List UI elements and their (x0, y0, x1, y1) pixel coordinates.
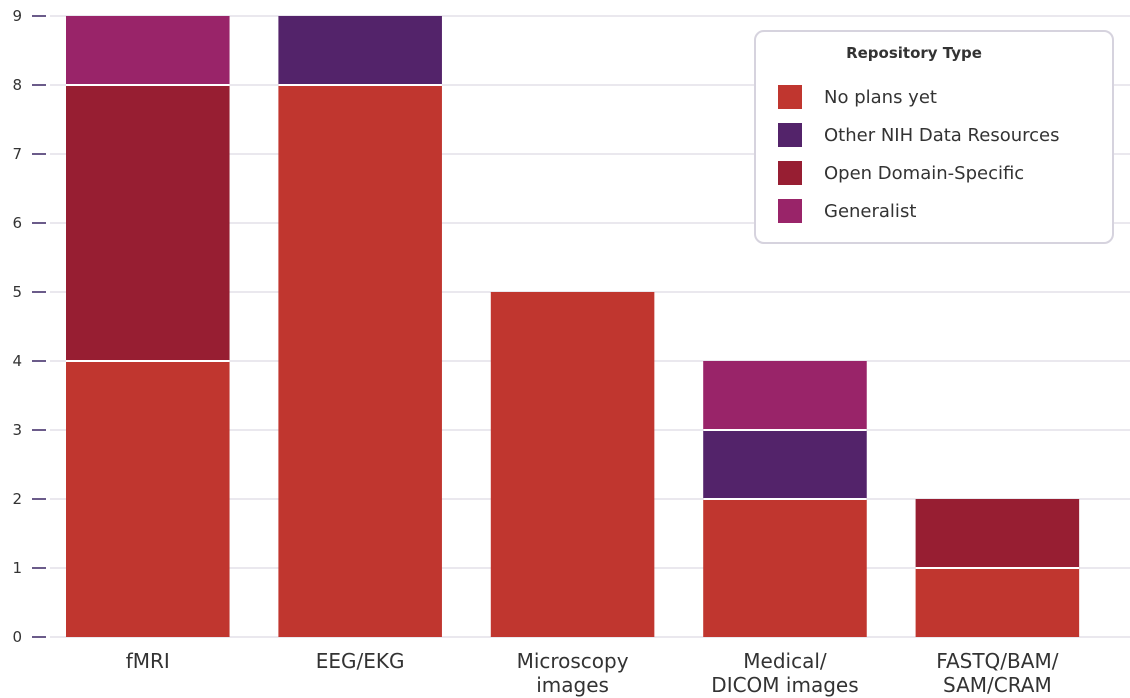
legend-swatch (778, 85, 802, 109)
y-tick-label-9: 9 (12, 7, 22, 25)
legend-swatch (778, 161, 802, 185)
x-tick-label-line: Microscopy (517, 649, 629, 673)
y-tick-label-2: 2 (12, 490, 22, 508)
x-tick-label-medical-dicom-images: Medical/DICOM images (711, 649, 858, 697)
x-tick-label-line: fMRI (126, 649, 170, 673)
bar-eeg-ekg-no-plans-yet (278, 85, 442, 637)
bar-fmri-no-plans-yet (66, 361, 230, 637)
bars (66, 16, 1080, 637)
x-tick-label-line: DICOM images (711, 673, 858, 697)
y-tick-label-4: 4 (12, 352, 22, 370)
legend-label: Open Domain-Specific (824, 162, 1025, 184)
bar-fmri-open-domain-specific (66, 85, 230, 361)
bar-eeg-ekg-other-nih-data-resources (278, 16, 442, 85)
legend-label: Other NIH Data Resources (824, 124, 1060, 146)
y-tick-label-5: 5 (12, 283, 22, 301)
x-tick-label-microscopy-images: Microscopy images (517, 649, 629, 697)
y-tick-label-0: 0 (12, 628, 22, 646)
legend-item-open-domain-specific: Open Domain-Specific (778, 158, 1024, 188)
x-axis: fMRI EEG/EKG Microscopy images Medical/DICOM… (126, 649, 1059, 697)
legend-item-other-nih-data-resources: Other NIH Data Resources (778, 120, 1060, 150)
x-tick-label-line: SAM/CRAM (943, 673, 1052, 697)
legend: Repository Type No plans yet Other NIH D… (754, 30, 1114, 244)
x-tick-label-line: EEG/EKG (316, 649, 405, 673)
y-tick-label-8: 8 (12, 76, 22, 94)
legend-swatch (778, 199, 802, 223)
bar-medical-dicom-images-no-plans-yet (703, 499, 867, 637)
y-axis: 0 1 2 3 4 5 6 7 8 9 (12, 7, 46, 646)
legend-label: Generalist (824, 200, 917, 222)
bar-medical-dicom-images-generalist (703, 361, 867, 430)
bar-microscopy-images-no-plans-yet (490, 292, 655, 637)
bar-fastq-bam-sam-cram-open-domain-specific (915, 499, 1080, 568)
legend-title: Repository Type (846, 44, 982, 62)
x-tick-label-fastq-bam-sam-cram: FASTQ/BAM/SAM/CRAM (936, 649, 1058, 697)
bar-medical-dicom-images-other-nih-data-resources (703, 430, 867, 499)
x-tick-label-eeg-ekg: EEG/EKG (316, 649, 405, 673)
x-tick-label-line: Medical/ (743, 649, 827, 673)
legend-item-no-plans-yet: No plans yet (778, 82, 937, 112)
legend-item-generalist: Generalist (778, 196, 916, 226)
bar-fastq-bam-sam-cram-no-plans-yet (915, 568, 1080, 637)
x-tick-label-fmri: fMRI (126, 649, 170, 673)
y-tick-label-1: 1 (12, 559, 22, 577)
x-tick-label-line: FASTQ/BAM/ (936, 649, 1058, 673)
y-tick-label-6: 6 (12, 214, 22, 232)
y-tick-label-7: 7 (12, 145, 22, 163)
x-tick-label-line: images (536, 673, 609, 697)
legend-label: No plans yet (824, 86, 937, 108)
y-tick-label-3: 3 (12, 421, 22, 439)
legend-swatch (778, 123, 802, 147)
bar-fmri-generalist (66, 16, 230, 85)
